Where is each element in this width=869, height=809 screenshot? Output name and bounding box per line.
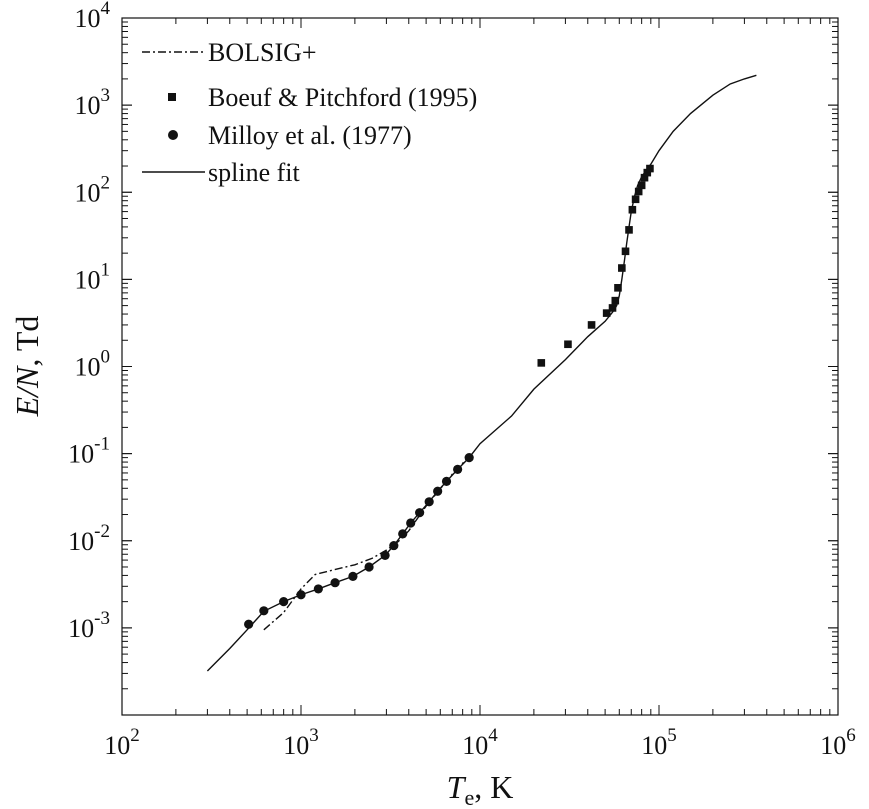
y-tick-label: 10-3 <box>68 608 110 643</box>
marker-square <box>637 181 646 190</box>
marker-square <box>602 309 611 317</box>
y-tick-label-exp: 1 <box>101 259 111 280</box>
y-tick-label: 10-1 <box>68 434 110 469</box>
y-tick-label-base: 10 <box>75 353 101 382</box>
y-tick-label-exp: -2 <box>94 521 110 542</box>
y-axis-label: E/N, Td <box>9 316 45 418</box>
marker-circle <box>415 508 425 518</box>
marker-square <box>646 164 654 173</box>
y-tick-label-exp: 2 <box>101 172 111 193</box>
legend: BOLSIG+ Boeuf & Pitchford (1995) Milloy et… <box>142 38 477 187</box>
marker-square <box>625 226 633 234</box>
marker-circle <box>453 464 463 474</box>
marker-square <box>631 195 640 204</box>
y-tick-label: 102 <box>75 172 111 207</box>
axis-ticks <box>121 17 839 716</box>
series-line-bolsig <box>263 453 473 631</box>
marker-circle <box>406 518 416 528</box>
x-tick-label-exp: 2 <box>130 725 140 746</box>
x-tick-label: 105 <box>641 725 677 760</box>
x-tick-label-base: 10 <box>283 731 309 760</box>
marker-circle <box>424 497 434 507</box>
y-axis-label-symbol: E/N <box>9 365 45 417</box>
y-tick-label: 101 <box>75 259 111 294</box>
y-tick-label-base: 10 <box>68 440 94 469</box>
marker-square <box>621 247 630 256</box>
marker-square <box>611 296 620 305</box>
marker-circle <box>389 540 399 551</box>
marker-circle <box>364 562 374 572</box>
x-axis-label: Te, K <box>447 769 514 809</box>
marker-square <box>587 321 596 329</box>
marker-square <box>628 205 637 214</box>
x-tick-label-exp: 4 <box>488 725 498 746</box>
y-tick-label: 104 <box>75 0 111 33</box>
y-tick-label-base: 10 <box>68 614 94 643</box>
legend-label: spline fit <box>208 158 300 187</box>
y-tick-label-base: 10 <box>75 91 101 120</box>
marker-square <box>608 304 617 312</box>
marker-circle <box>398 529 408 539</box>
x-axis-label-subscript: e <box>464 785 474 809</box>
x-tick-label-exp: 6 <box>846 725 856 746</box>
y-tick-label: 103 <box>75 85 111 120</box>
y-tick-label-base: 10 <box>75 265 101 294</box>
marker-square <box>618 264 626 272</box>
y-tick-label-exp: -3 <box>94 608 110 629</box>
x-axis-label-rest: , K <box>474 769 513 805</box>
y-tick-label-exp: 0 <box>101 347 111 368</box>
y-axis-label-rest: , Td <box>9 316 45 367</box>
marker-circle <box>259 606 269 616</box>
marker-circle <box>330 578 340 588</box>
marker-circle <box>313 584 323 594</box>
marker-circle <box>441 476 452 486</box>
marker-square <box>564 340 572 349</box>
legend-label: BOLSIG+ <box>208 38 317 67</box>
marker-circle <box>348 571 358 581</box>
y-tick-label: 10-2 <box>68 521 110 556</box>
marker-square <box>634 187 643 196</box>
legend-label: Boeuf & Pitchford (1995) <box>208 83 477 112</box>
marker-square <box>614 284 622 292</box>
marker-circle <box>296 590 306 600</box>
legend-swatch-square <box>168 93 176 101</box>
x-tick-label-base: 10 <box>641 731 667 760</box>
x-tick-label-exp: 3 <box>309 725 319 746</box>
x-tick-label-base: 10 <box>104 731 130 760</box>
legend-label: Milloy et al. (1977) <box>208 121 412 150</box>
y-tick-label-base: 10 <box>75 178 101 207</box>
marker-square <box>643 168 652 177</box>
x-tick-label-base: 10 <box>462 731 488 760</box>
y-tick-label-exp: 3 <box>101 85 111 106</box>
marker-circle <box>464 453 474 463</box>
marker-square <box>537 359 546 367</box>
y-tick-label-base: 10 <box>68 527 94 556</box>
marker-square <box>640 173 649 182</box>
y-tick-label: 100 <box>75 347 111 382</box>
marker-circle <box>380 550 390 560</box>
x-tick-label-exp: 5 <box>667 725 677 746</box>
x-tick-label: 102 <box>104 725 140 760</box>
marker-circle <box>244 619 254 629</box>
axis-tick-labels: 102 103 104 105 10610-310-210-11001011021031… <box>68 0 856 760</box>
marker-circle <box>433 486 443 496</box>
y-tick-label-exp: 4 <box>101 0 111 19</box>
legend-swatch-circle <box>168 130 178 140</box>
x-tick-label: 106 <box>820 725 856 760</box>
marker-circle <box>279 597 289 607</box>
x-tick-label: 103 <box>283 725 319 760</box>
x-tick-label-base: 10 <box>820 731 846 760</box>
y-tick-label-exp: -1 <box>94 434 110 455</box>
x-tick-label: 104 <box>462 725 498 760</box>
series-layer <box>206 74 757 672</box>
y-tick-label-base: 10 <box>75 4 101 33</box>
x-axis-label-symbol: T <box>447 769 467 805</box>
